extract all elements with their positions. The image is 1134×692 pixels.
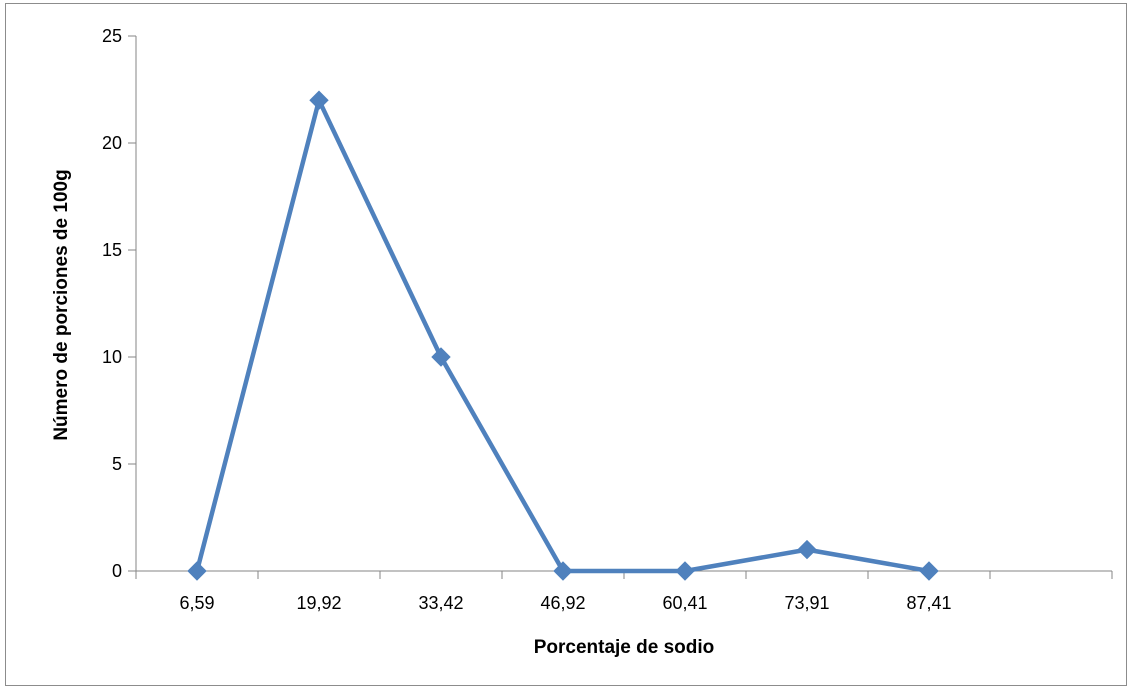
y-tick-label: 20 bbox=[102, 133, 122, 153]
series-line bbox=[194, 97, 932, 574]
x-tick-label: 6,59 bbox=[179, 593, 214, 613]
x-tick-label: 87,41 bbox=[906, 593, 951, 613]
data-point-marker bbox=[797, 539, 817, 560]
y-tick-label: 15 bbox=[102, 240, 122, 260]
x-tick-label: 60,41 bbox=[662, 593, 707, 613]
x-axis: 6,59 19,92 33,42 46,92 60,41 73,91 87,41 bbox=[135, 570, 1113, 613]
y-tick-label: 5 bbox=[112, 454, 122, 474]
x-axis-title: Porcentaje de sodio bbox=[534, 637, 715, 658]
x-tick-label: 19,92 bbox=[296, 593, 341, 613]
data-point-marker bbox=[187, 561, 207, 581]
x-tick-label: 33,42 bbox=[418, 593, 463, 613]
y-axis-title: Número de porciones de 100g bbox=[51, 169, 72, 440]
y-tick-label: 0 bbox=[112, 561, 122, 581]
x-tick-label: 73,91 bbox=[784, 593, 829, 613]
data-point-marker bbox=[919, 561, 939, 581]
data-point-marker bbox=[553, 561, 573, 581]
data-point-marker bbox=[675, 561, 695, 581]
y-axis: 0 5 10 15 20 25 bbox=[102, 26, 137, 581]
data-point-marker bbox=[309, 90, 329, 110]
x-tick-label: 46,92 bbox=[540, 593, 585, 613]
data-point-marker bbox=[431, 347, 451, 367]
y-tick-label: 10 bbox=[102, 347, 122, 367]
y-tick-label: 25 bbox=[102, 26, 122, 46]
series-layer bbox=[187, 90, 939, 581]
